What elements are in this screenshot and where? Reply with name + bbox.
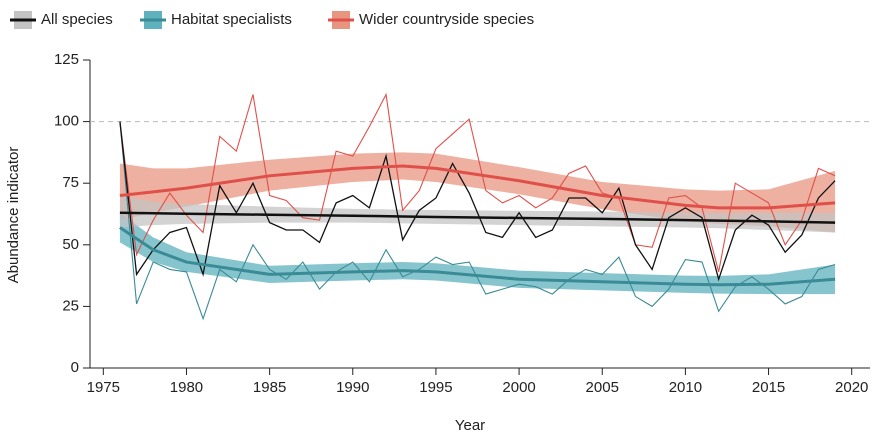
x-tick-label: 2020 [835,379,868,396]
legend-label: Habitat specialists [171,11,292,28]
x-tick-label: 2015 [752,379,785,396]
x-tick-label: 1980 [170,379,203,396]
annual-line [119,92,836,273]
y-axis-label: Abundance indicator [5,147,22,284]
trend-line [119,164,836,210]
x-tick-label: 2000 [502,379,535,396]
annual-line [119,121,836,282]
x-tick-label: 2010 [669,379,702,396]
x-tick-label: 2005 [586,379,619,396]
legend-item: Wider countryside species [328,11,534,29]
legend-label: Wider countryside species [359,11,534,28]
legend-item: All species [10,11,113,29]
legend-label: All species [41,11,113,28]
y-tick-label: 75 [62,174,79,191]
x-tick-label: 1990 [336,379,369,396]
x-tick-label: 1985 [253,379,286,396]
y-tick-label: 50 [62,236,79,253]
x-tick-label: 1975 [87,379,120,396]
y-tick-label: 125 [54,51,79,68]
x-tick-label: 1995 [419,379,452,396]
trend-line [119,211,836,224]
y-tick-label: 100 [54,113,79,130]
x-axis-label: Year [455,417,485,434]
legend-item: Habitat specialists [140,11,292,29]
annual-line [119,121,836,321]
y-tick-label: 25 [62,297,79,314]
trend-line [119,226,836,287]
y-tick-label: 0 [71,359,79,376]
